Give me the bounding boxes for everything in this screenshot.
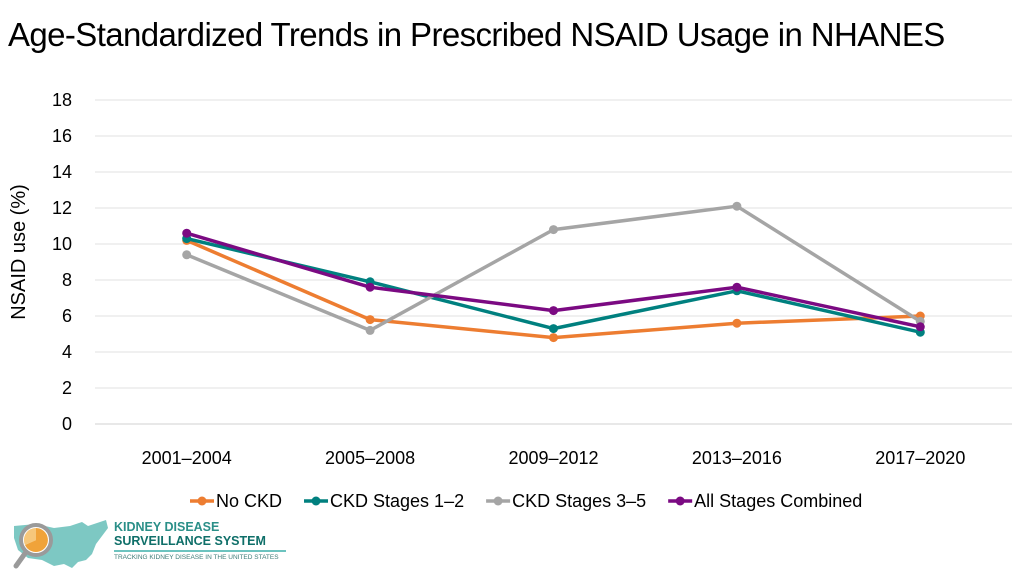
kdss-logo: KIDNEY DISEASE SURVEILLANCE SYSTEM TRACK… bbox=[8, 516, 298, 574]
y-tick-label: 0 bbox=[62, 414, 72, 434]
logo-line1: KIDNEY DISEASE bbox=[114, 520, 220, 534]
legend-label: All Stages Combined bbox=[694, 491, 862, 511]
y-tick-label: 18 bbox=[52, 90, 72, 110]
legend-item: CKD Stages 3–5 bbox=[486, 491, 646, 511]
series-all-stages-combined bbox=[182, 228, 925, 332]
legend-label: No CKD bbox=[216, 491, 282, 511]
chart-title: Age-Standardized Trends in Prescribed NS… bbox=[8, 16, 945, 53]
legend-marker bbox=[675, 496, 685, 506]
x-tick-label: 2017–2020 bbox=[875, 448, 965, 468]
x-tick-label: 2009–2012 bbox=[508, 448, 598, 468]
logo-divider bbox=[114, 550, 286, 552]
data-point bbox=[365, 325, 375, 335]
legend: No CKD CKD Stages 1–2 CKD Stages 3–5 All St… bbox=[190, 491, 862, 511]
x-tick-label: 2005–2008 bbox=[325, 448, 415, 468]
y-tick-label: 6 bbox=[62, 306, 72, 326]
legend-label: CKD Stages 3–5 bbox=[512, 491, 646, 511]
line-chart: 0 2 4 6 8 10 12 14 16 18 2001–2004 2005–2008 2009–2… bbox=[8, 90, 1012, 511]
y-axis-label: NSAID use (%) bbox=[8, 184, 30, 320]
y-axis-ticks: 0 2 4 6 8 10 12 14 16 18 bbox=[52, 90, 72, 434]
x-axis-ticks: 2001–2004 2005–2008 2009–2012 2013–2016 2017… bbox=[142, 448, 966, 468]
data-point bbox=[732, 282, 742, 292]
legend-marker bbox=[493, 496, 503, 506]
y-tick-label: 4 bbox=[62, 342, 72, 362]
x-tick-label: 2013–2016 bbox=[692, 448, 782, 468]
legend-item: All Stages Combined bbox=[668, 491, 862, 511]
data-point bbox=[549, 324, 558, 334]
y-tick-label: 8 bbox=[62, 270, 72, 290]
data-point bbox=[549, 306, 558, 316]
data-point bbox=[365, 282, 375, 292]
y-tick-label: 10 bbox=[52, 234, 72, 254]
logo-tagline: TRACKING KIDNEY DISEASE IN THE UNITED ST… bbox=[114, 554, 279, 561]
data-point bbox=[549, 333, 558, 343]
y-tick-label: 2 bbox=[62, 378, 72, 398]
y-tick-label: 12 bbox=[52, 198, 72, 218]
data-point bbox=[732, 318, 742, 328]
legend-item: No CKD bbox=[190, 491, 282, 511]
data-point bbox=[732, 201, 742, 211]
series-line bbox=[186, 238, 921, 340]
legend-marker bbox=[311, 496, 321, 506]
legend-label: CKD Stages 1–2 bbox=[330, 491, 464, 511]
gridlines bbox=[95, 99, 1012, 425]
y-tick-label: 14 bbox=[52, 162, 72, 182]
legend-item: CKD Stages 1–2 bbox=[304, 491, 464, 511]
data-point bbox=[915, 322, 925, 332]
y-tick-label: 16 bbox=[52, 126, 72, 146]
x-tick-label: 2001–2004 bbox=[142, 448, 232, 468]
data-point bbox=[182, 228, 192, 238]
series-lines bbox=[182, 201, 925, 343]
data-point bbox=[549, 225, 558, 235]
us-map-magnifier-icon bbox=[13, 520, 108, 569]
data-point bbox=[365, 315, 375, 325]
data-point bbox=[182, 250, 192, 260]
legend-marker bbox=[197, 496, 207, 506]
logo-line2: SURVEILLANCE SYSTEM bbox=[114, 534, 266, 548]
